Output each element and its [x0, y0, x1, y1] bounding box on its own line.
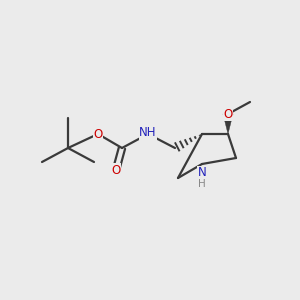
- Text: N: N: [198, 167, 206, 179]
- Text: O: O: [93, 128, 103, 140]
- Text: O: O: [224, 107, 232, 121]
- Text: O: O: [111, 164, 121, 176]
- Text: H: H: [198, 179, 206, 189]
- Polygon shape: [223, 114, 233, 134]
- Text: NH: NH: [139, 127, 157, 140]
